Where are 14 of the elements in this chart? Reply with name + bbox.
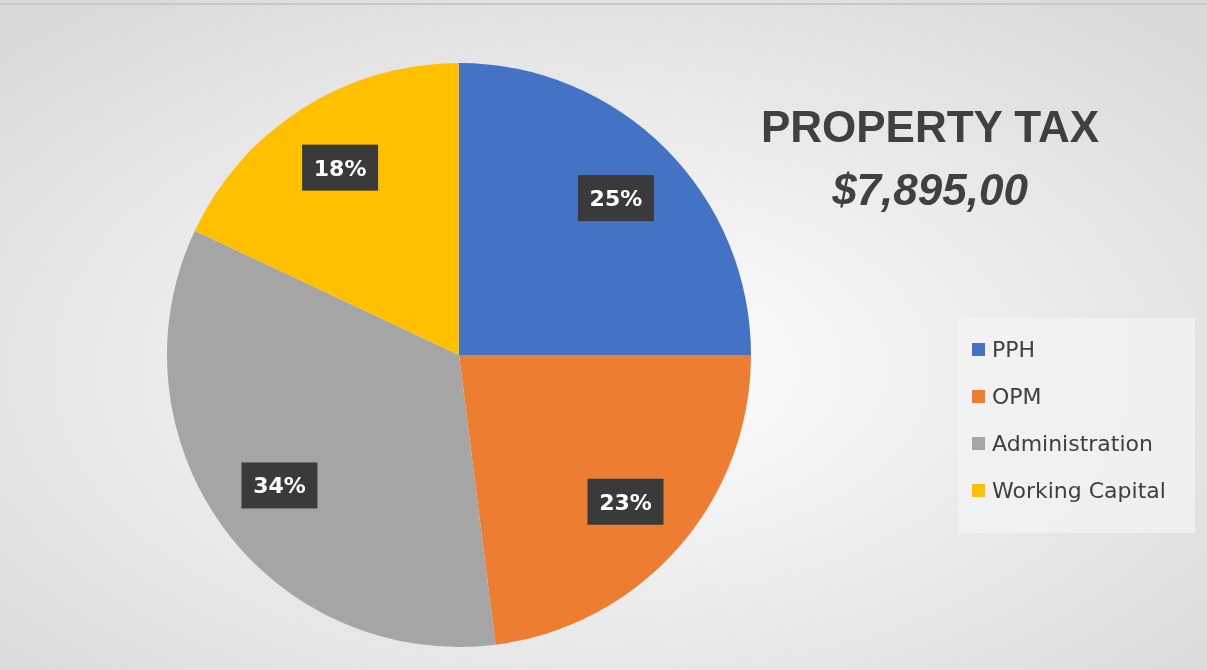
pie-slice	[459, 63, 751, 355]
data-label: 34%	[253, 473, 306, 499]
data-label: 18%	[313, 155, 367, 181]
data-label: 25%	[589, 186, 643, 212]
legend-label: Administration	[992, 431, 1153, 456]
legend-label: OPM	[992, 384, 1042, 409]
text: $7,895,00	[831, 165, 1029, 214]
legend-label: Working Capital	[992, 478, 1166, 503]
pie-slice	[459, 355, 751, 645]
data-label: 23%	[599, 489, 652, 515]
pie-slice	[167, 230, 496, 647]
pie-slice	[194, 63, 459, 355]
text: PROPERTY TAX	[760, 102, 1100, 151]
legend-label: PPH	[992, 337, 1036, 362]
